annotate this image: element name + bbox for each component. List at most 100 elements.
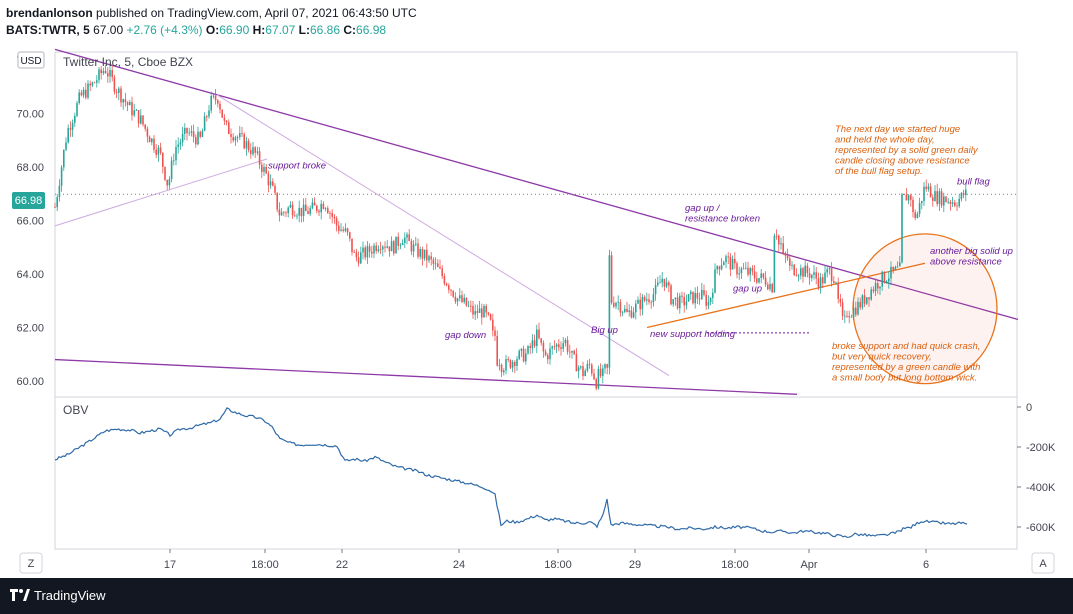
candle-body bbox=[848, 315, 850, 318]
candle-body bbox=[170, 160, 173, 180]
candle-body bbox=[758, 277, 760, 283]
candle-body bbox=[373, 245, 375, 254]
candle-body bbox=[632, 312, 635, 318]
currency-badge[interactable] bbox=[17, 51, 45, 69]
candle-body bbox=[839, 298, 842, 303]
candle-body bbox=[685, 301, 688, 306]
candle-body bbox=[60, 167, 63, 186]
candle-body bbox=[137, 110, 140, 124]
candle-body bbox=[485, 305, 487, 313]
candle-body bbox=[151, 138, 153, 143]
candle-body bbox=[679, 295, 681, 309]
candle-body bbox=[476, 311, 479, 313]
candle-body bbox=[511, 361, 514, 368]
candle-body bbox=[494, 330, 496, 336]
annotation-gap-down: gap down bbox=[445, 330, 486, 341]
candle-body bbox=[813, 272, 815, 275]
candle-body bbox=[630, 310, 633, 318]
trendline-lower-support bbox=[54, 358, 798, 395]
candle-body bbox=[718, 266, 721, 270]
candle-body bbox=[923, 186, 925, 201]
candle-body bbox=[452, 290, 454, 297]
candle-body bbox=[274, 185, 276, 193]
price-change: +2.76 (+4.3%) bbox=[126, 23, 203, 37]
candle-body bbox=[773, 235, 776, 293]
zoom-button[interactable] bbox=[19, 552, 43, 574]
candle-body bbox=[604, 364, 606, 369]
chart-area[interactable]: support broke gap down Big up new support h… bbox=[0, 42, 1073, 578]
candle-body bbox=[168, 179, 171, 186]
candle-body bbox=[681, 295, 683, 297]
candle-body bbox=[338, 225, 340, 231]
author-name[interactable]: brendanlonson bbox=[6, 6, 93, 20]
candle-body bbox=[173, 160, 175, 162]
candle-body bbox=[375, 245, 377, 252]
candle-body bbox=[547, 355, 549, 360]
candle-body bbox=[747, 267, 749, 275]
candle-body bbox=[261, 164, 263, 172]
candle-body bbox=[217, 100, 219, 104]
candle-body bbox=[93, 82, 96, 84]
candle-body bbox=[591, 364, 593, 374]
candle-body bbox=[71, 122, 74, 130]
candle-body bbox=[551, 346, 553, 349]
candle-body bbox=[918, 203, 921, 214]
candle-body bbox=[762, 273, 765, 278]
trendline-rising-support bbox=[54, 158, 268, 227]
candle-body bbox=[859, 301, 861, 308]
candle-body bbox=[516, 358, 518, 366]
annotation-big-up: Big up bbox=[591, 325, 618, 336]
candle-body bbox=[896, 266, 899, 268]
tradingview-brand[interactable]: TradingView bbox=[34, 588, 106, 603]
candle-body bbox=[272, 181, 274, 186]
candle-body bbox=[505, 359, 507, 371]
orange-support-line bbox=[646, 262, 926, 329]
candle-body bbox=[703, 290, 705, 295]
candle-body bbox=[749, 268, 751, 275]
candle-body bbox=[698, 298, 701, 300]
tradingview-logo-icon[interactable] bbox=[10, 587, 30, 603]
candle-body bbox=[296, 215, 298, 217]
candle-body bbox=[377, 249, 380, 252]
candle-body bbox=[230, 134, 232, 138]
candle-body bbox=[397, 236, 399, 246]
candle-body bbox=[782, 243, 784, 254]
candle-body bbox=[555, 344, 558, 347]
candle-body bbox=[80, 92, 83, 96]
footer-bar: TradingView bbox=[0, 578, 1073, 614]
candle-body bbox=[382, 246, 384, 250]
obv-pane-title: OBV bbox=[63, 403, 88, 417]
candle-body bbox=[775, 235, 778, 237]
symbol-name: BATS:TWTR, 5 bbox=[6, 23, 90, 37]
candle-body bbox=[236, 137, 239, 138]
candle-body bbox=[764, 277, 767, 285]
candle-body bbox=[423, 249, 426, 259]
candle-body bbox=[905, 194, 908, 201]
candle-body bbox=[258, 151, 261, 165]
candle-body bbox=[104, 70, 107, 73]
candle-body bbox=[800, 268, 802, 276]
candle-body bbox=[254, 147, 256, 153]
candle-body bbox=[195, 137, 197, 145]
candle-body bbox=[417, 243, 419, 257]
candle-body bbox=[916, 213, 919, 218]
candle-body bbox=[113, 77, 116, 92]
candle-body bbox=[852, 307, 855, 317]
candle-body bbox=[437, 263, 439, 267]
candle-body bbox=[384, 246, 386, 248]
candle-body bbox=[487, 312, 490, 315]
candle-body bbox=[877, 283, 879, 289]
candle-body bbox=[368, 246, 371, 252]
candle-body bbox=[793, 264, 795, 275]
candle-body bbox=[201, 130, 204, 137]
candle-body bbox=[357, 257, 360, 264]
auto-scale-button[interactable] bbox=[1031, 552, 1055, 574]
candle-body bbox=[672, 299, 674, 305]
candle-body bbox=[965, 189, 967, 196]
candle-body bbox=[881, 271, 883, 287]
candle-body bbox=[294, 215, 296, 217]
candle-body bbox=[146, 128, 149, 137]
candle-body bbox=[82, 89, 85, 96]
candle-body bbox=[351, 238, 353, 253]
